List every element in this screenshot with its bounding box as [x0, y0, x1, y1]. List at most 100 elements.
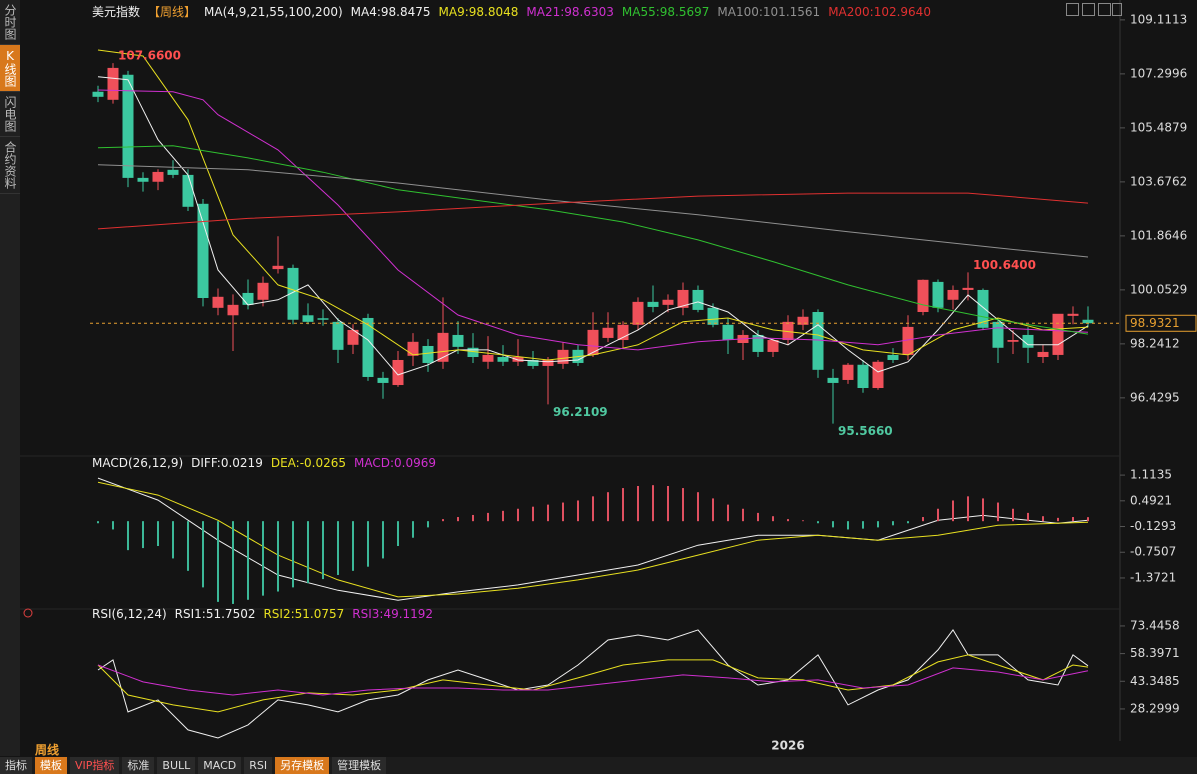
histogram-bar: [517, 508, 519, 522]
tool-button[interactable]: 标准: [122, 757, 155, 774]
candle-body: [1022, 334, 1034, 348]
candle-body: [167, 169, 179, 175]
y-tick-label: 100.0529: [1130, 282, 1187, 296]
candle-body: [482, 354, 494, 362]
histogram-bar: [877, 521, 879, 528]
y-tick-label: 58.3971: [1130, 646, 1180, 660]
legend-entry: MA9:98.8048: [438, 4, 519, 19]
icon[interactable]: [1112, 3, 1122, 16]
histogram-bar: [472, 514, 474, 522]
histogram-bar: [592, 496, 594, 522]
histogram-bar: [577, 500, 579, 522]
last-price-box: [1125, 314, 1197, 332]
candle-body: [437, 332, 449, 362]
histogram-bar: [442, 519, 444, 522]
candle-body: [302, 315, 314, 322]
icon[interactable]: [1066, 3, 1079, 16]
histogram-bar: [367, 521, 369, 567]
icon[interactable]: [1082, 3, 1095, 16]
histogram-bar: [382, 521, 384, 559]
candle-body: [182, 174, 194, 207]
candle-body: [692, 289, 704, 310]
histogram-bar: [997, 502, 999, 522]
indicator-line: [97, 192, 1089, 230]
legend-entry: DEA:-0.0265: [270, 456, 347, 470]
histogram-bar: [322, 521, 324, 580]
rsi-icon[interactable]: [23, 608, 33, 618]
histogram-bar: [127, 521, 129, 551]
histogram-bar: [457, 517, 459, 522]
legend-entry: MA4:98.8475: [350, 4, 431, 19]
histogram-bar: [622, 488, 624, 522]
candle-body: [152, 171, 164, 182]
y-tick-label: 109.1113: [1130, 12, 1187, 26]
candle-body: [287, 267, 299, 320]
histogram-bar: [1042, 516, 1044, 522]
candle-body: [1052, 313, 1064, 355]
y-tick-label: 98.2412: [1130, 336, 1180, 350]
candle-body: [392, 359, 404, 386]
tool-button[interactable]: 另存模板: [275, 757, 330, 774]
candle-body: [257, 282, 269, 300]
extreme-label: 107.6600: [118, 49, 181, 63]
histogram-bar: [937, 508, 939, 522]
legend-entry: MA100:101.1561: [717, 4, 821, 19]
histogram-bar: [502, 510, 504, 522]
histogram-bar: [217, 521, 219, 602]
candle-body: [242, 292, 254, 305]
tool-button[interactable]: 管理模板: [332, 757, 387, 774]
icon[interactable]: [1098, 3, 1111, 16]
candle-body: [1037, 351, 1049, 358]
tool-button[interactable]: 模板: [35, 757, 67, 774]
side-tab[interactable]: 分时图: [0, 0, 20, 45]
histogram-bar: [547, 504, 549, 522]
histogram-bar: [742, 508, 744, 522]
tool-button[interactable]: 指标: [0, 757, 32, 774]
candle-body: [347, 329, 359, 345]
indicator-line: [97, 664, 1089, 696]
histogram-bar: [487, 512, 489, 522]
side-tab[interactable]: K线图: [0, 45, 20, 92]
histogram-bar: [337, 521, 339, 575]
candle-body: [362, 317, 374, 377]
tool-button[interactable]: BULL: [157, 757, 196, 774]
x-tick-label: 2026: [771, 739, 804, 753]
histogram-bar: [922, 517, 924, 522]
candle-body: [422, 345, 434, 363]
y-tick-label: -1.3721: [1130, 570, 1176, 584]
indicator-line: [97, 654, 1089, 713]
indicator-line: [97, 145, 1089, 335]
histogram-bar: [862, 521, 864, 529]
histogram-bar: [772, 516, 774, 522]
histogram-bar: [232, 521, 234, 604]
candle-body: [1067, 313, 1079, 316]
histogram-bar: [637, 486, 639, 522]
candle-body: [662, 299, 674, 305]
legend-entry: DIFF:0.0219: [191, 456, 263, 470]
tool-button[interactable]: RSI: [244, 757, 273, 774]
legend-entry: MA21:98.6303: [526, 4, 614, 19]
candle-body: [377, 377, 389, 383]
side-tab[interactable]: 合约资料: [0, 137, 20, 194]
tool-button[interactable]: VIP指标: [70, 757, 120, 774]
histogram-bar: [727, 504, 729, 522]
histogram-bar: [682, 488, 684, 522]
histogram-bar: [97, 521, 99, 524]
candle-body: [542, 359, 554, 366]
candle-body: [332, 321, 344, 350]
candle-body: [497, 357, 509, 362]
tool-button[interactable]: MACD: [198, 757, 242, 774]
histogram-bar: [202, 521, 204, 588]
side-tab[interactable]: 闪电图: [0, 92, 20, 137]
candle-body: [212, 296, 224, 308]
candle-body: [617, 324, 629, 341]
extreme-label: 100.6400: [973, 258, 1036, 272]
y-tick-label: 101.8646: [1130, 228, 1187, 242]
candle-body: [842, 364, 854, 380]
candle-body: [677, 289, 689, 308]
histogram-bar: [262, 521, 264, 596]
candle-body: [587, 329, 599, 355]
candle-body: [1007, 340, 1019, 342]
histogram-bar: [1072, 517, 1074, 522]
